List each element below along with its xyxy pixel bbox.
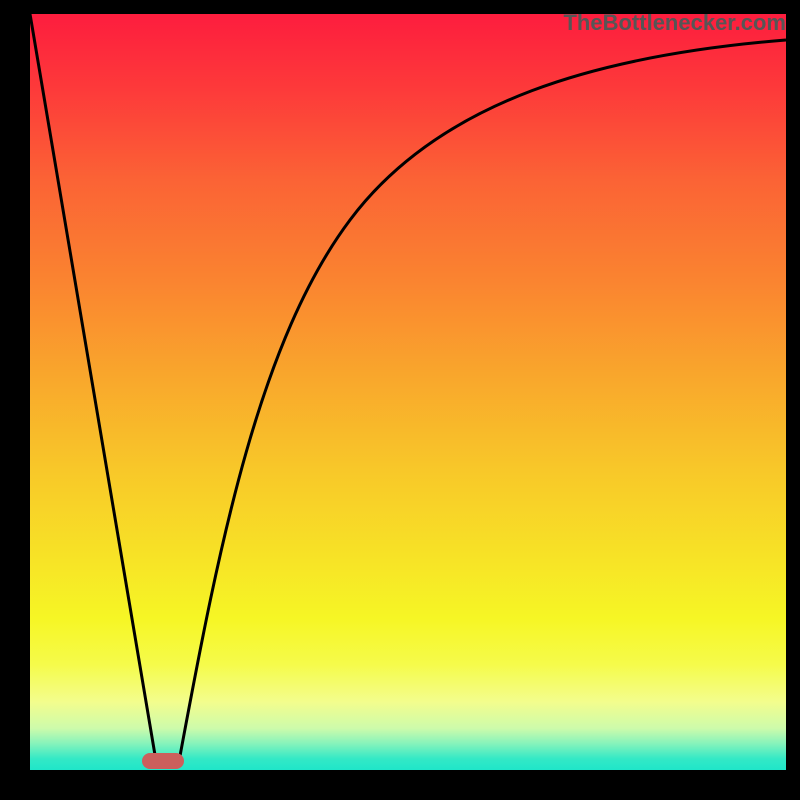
watermark-text: TheBottlenecker.com bbox=[563, 10, 786, 36]
curve-line-left bbox=[30, 14, 155, 755]
chart-container: TheBottlenecker.com bbox=[0, 0, 800, 800]
curve-layer bbox=[0, 0, 800, 800]
curve-path-right bbox=[180, 40, 786, 756]
bottleneck-marker bbox=[142, 753, 184, 769]
